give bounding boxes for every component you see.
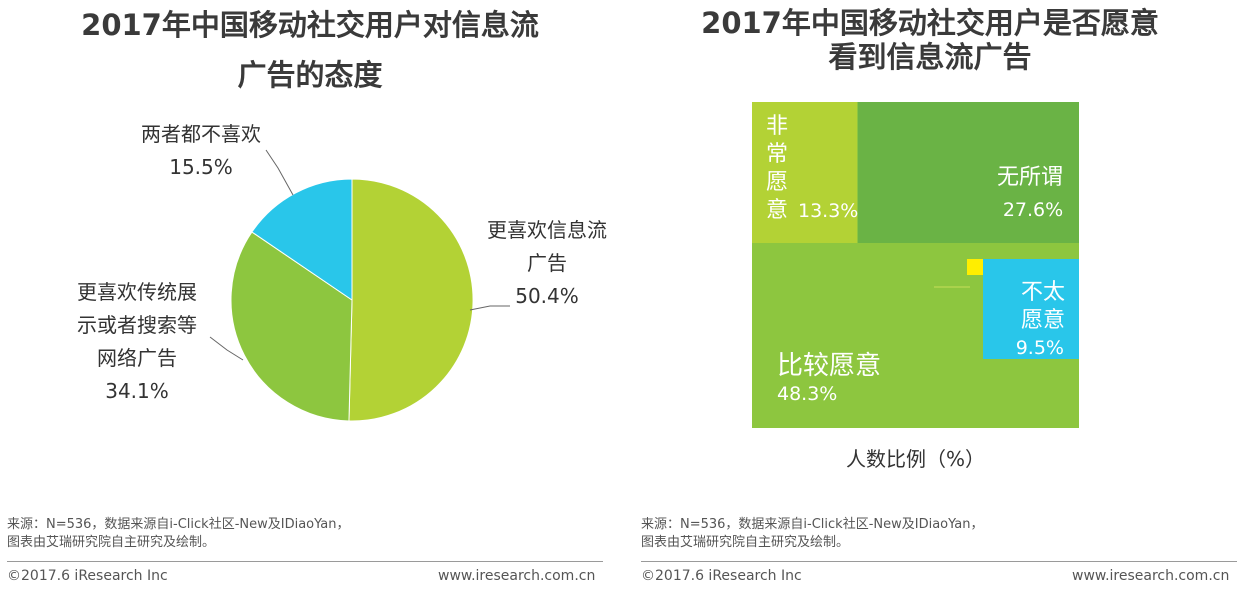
right-source-note: 来源：N=536，数据来源自i-Click社区-New及IDiaoYan， 图表… bbox=[641, 516, 984, 552]
left-source-note: 来源：N=536，数据来源自i-Click社区-New及IDiaoYan， 图表… bbox=[7, 516, 350, 552]
left-copyright: ©2017.6 iResearch Inc bbox=[7, 568, 168, 584]
right-source-line-2: 图表由艾瑞研究院自主研究及绘制。 bbox=[641, 535, 850, 550]
right-website-link[interactable]: www.iresearch.com.cn bbox=[1072, 568, 1230, 584]
pie-slice bbox=[348, 178, 474, 422]
treemap-value-wusuowei: 27.6% bbox=[1003, 199, 1063, 221]
pie-slice-label: 更喜欢传统展 bbox=[77, 280, 197, 304]
pie-slice bbox=[230, 231, 353, 422]
pie-slice-label: 更喜欢信息流 bbox=[487, 218, 607, 242]
right-footer-divider bbox=[641, 561, 1237, 562]
treemap-label-butai-line2: 愿意 bbox=[1021, 308, 1065, 333]
pie-leader-line bbox=[469, 305, 510, 311]
treemap-label-wusuowei: 无所谓 bbox=[997, 165, 1063, 190]
treemap-label-feichang-char: 常 bbox=[766, 142, 788, 167]
pie-slice-label: 两者都不喜欢 bbox=[141, 122, 261, 146]
right-source-line-1: 来源：N=536，数据来源自i-Click社区-New及IDiaoYan， bbox=[641, 517, 984, 532]
pie-slice-label: 广告 bbox=[527, 251, 567, 275]
treemap-label-butai-line1: 不太 bbox=[1021, 280, 1065, 305]
pie-slice bbox=[251, 178, 353, 301]
right-copyright: ©2017.6 iResearch Inc bbox=[641, 568, 802, 584]
left-footer-divider bbox=[7, 561, 603, 562]
pie-slice-label: 示或者搜索等 bbox=[77, 313, 197, 337]
treemap-cell-wusuowei bbox=[858, 102, 1079, 243]
left-source-line-2: 图表由艾瑞研究院自主研究及绘制。 bbox=[7, 535, 216, 550]
treemap-title-line-1: 2017年中国移动社交用户是否愿意 bbox=[701, 6, 1159, 40]
treemap-chart-title: 2017年中国移动社交用户是否愿意 看到信息流广告 bbox=[620, 0, 1240, 74]
pie-slice-value-label: 15.5% bbox=[169, 155, 233, 179]
treemap-value-butai: 9.5% bbox=[1016, 337, 1064, 359]
pie-title-line-1: 2017年中国移动社交用户对信息流 bbox=[81, 8, 539, 42]
treemap-label-feichang-char: 意 bbox=[766, 198, 788, 223]
treemap-value-feichang: 13.3% bbox=[798, 200, 858, 222]
treemap-label-feichang-char: 愿 bbox=[766, 170, 788, 195]
treemap-label-bijiao: 比较愿意 bbox=[777, 351, 881, 381]
treemap-label-feichang-char: 非 bbox=[766, 114, 788, 139]
pie-leader-line bbox=[209, 336, 244, 361]
pie-leader-line bbox=[265, 149, 294, 196]
treemap-cell-butai bbox=[983, 259, 1079, 359]
pie-slice-value-label: 50.4% bbox=[515, 284, 579, 308]
pie-title-line-2: 广告的态度 bbox=[237, 58, 383, 92]
treemap-cell-feichang bbox=[752, 102, 857, 243]
pie-slice-label: 网络广告 bbox=[97, 346, 177, 370]
treemap-title-line-2: 看到信息流广告 bbox=[828, 40, 1032, 74]
treemap-cell-tiny bbox=[967, 259, 983, 275]
left-website-link[interactable]: www.iresearch.com.cn bbox=[438, 568, 596, 584]
pie-chart-title: 2017年中国移动社交用户对信息流 广告的态度 bbox=[0, 0, 620, 100]
left-source-line-1: 来源：N=536，数据来源自i-Click社区-New及IDiaoYan， bbox=[7, 517, 350, 532]
treemap-axis-label: 人数比例（%） bbox=[846, 447, 985, 471]
treemap-value-bijiao: 48.3% bbox=[777, 383, 837, 405]
pie-slice-value-label: 34.1% bbox=[105, 379, 169, 403]
